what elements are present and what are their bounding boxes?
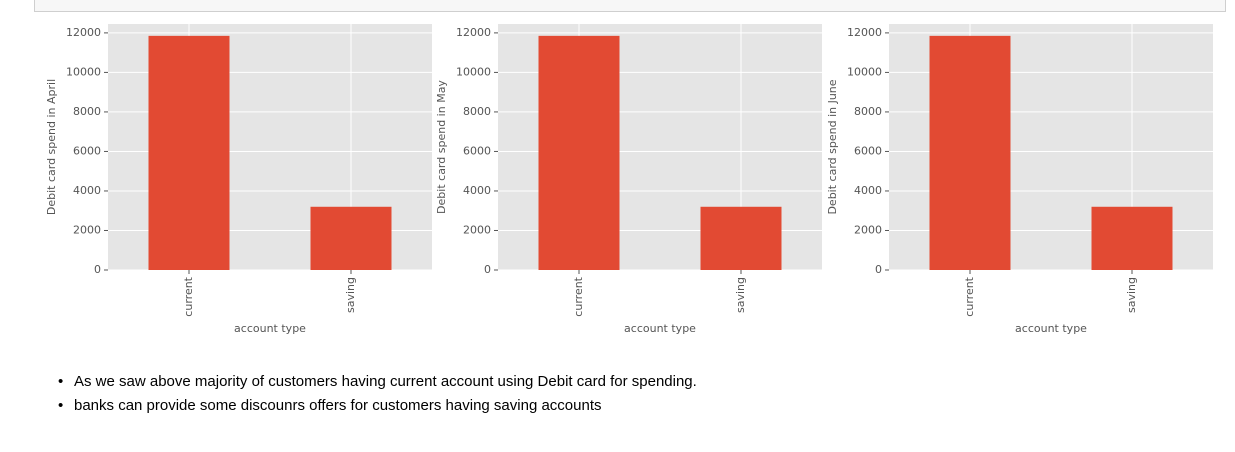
y-tick-label: 8000 [854, 105, 882, 118]
note: As we saw above majority of customers ha… [58, 370, 697, 394]
notes: As we saw above majority of customers ha… [58, 370, 697, 418]
x-axis-label: account type [234, 322, 306, 335]
y-tick-label: 2000 [73, 223, 101, 236]
y-tick-label: 10000 [847, 65, 882, 78]
x-axis-label: account type [1015, 322, 1087, 335]
x-axis-label: account type [624, 322, 696, 335]
y-axis-label: Debit card spend in June [826, 79, 839, 214]
x-tick-label: saving [1125, 277, 1138, 313]
y-tick-label: 0 [875, 263, 882, 276]
y-tick-label: 10000 [66, 65, 101, 78]
bar [700, 206, 782, 270]
x-tick-label: saving [344, 277, 357, 313]
y-axis-label: Debit card spend in April [45, 79, 58, 215]
x-tick-label: current [963, 276, 976, 316]
y-tick-label: 8000 [73, 105, 101, 118]
y-tick-label: 12000 [66, 26, 101, 39]
note: banks can provide some discounrs offers … [58, 394, 697, 418]
bar [538, 35, 620, 270]
y-tick-label: 6000 [463, 144, 491, 157]
y-tick-label: 2000 [463, 223, 491, 236]
note-text: As we saw above majority of customers ha… [74, 373, 697, 390]
y-tick-label: 6000 [854, 144, 882, 157]
bar [148, 35, 230, 270]
y-tick-label: 0 [94, 263, 101, 276]
y-tick-label: 0 [484, 263, 491, 276]
y-tick-label: 8000 [463, 105, 491, 118]
bar [310, 206, 392, 270]
x-tick-label: current [572, 276, 585, 316]
code-cell [34, 0, 1226, 12]
charts: 0 2000 4000 6000 8000 10000 12000 current saving… [45, 24, 1213, 335]
y-tick-label: 2000 [854, 223, 882, 236]
y-tick-label: 6000 [73, 144, 101, 157]
x-tick-label: saving [734, 277, 747, 313]
y-tick-label: 4000 [463, 184, 491, 197]
y-tick-label: 4000 [854, 184, 882, 197]
bar [929, 35, 1011, 270]
y-tick-label: 4000 [73, 184, 101, 197]
bar [1091, 206, 1173, 270]
y-tick-label: 10000 [456, 65, 491, 78]
y-tick-label: 12000 [847, 26, 882, 39]
note-text: banks can provide some discounrs offers … [74, 397, 602, 414]
y-axis-label: Debit card spend in May [435, 80, 448, 214]
y-tick-label: 12000 [456, 26, 491, 39]
x-tick-label: current [182, 276, 195, 316]
